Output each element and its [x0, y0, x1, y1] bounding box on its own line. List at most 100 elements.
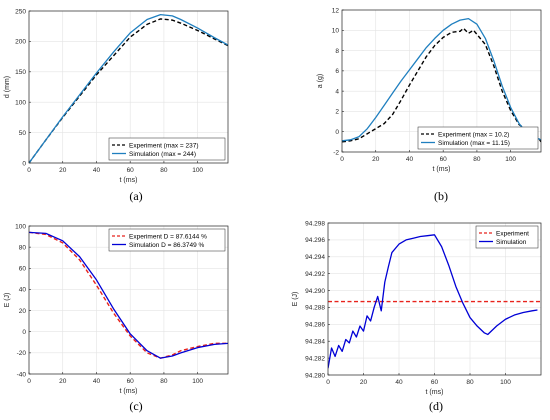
panel-d-caption: (d)	[429, 399, 443, 413]
panel-d-ytick-label: 94.296	[305, 237, 325, 244]
panel-d-legend-box	[475, 225, 539, 249]
panel-b-ytick-label: 0	[335, 129, 339, 136]
panel-c-legend-label-1: Experiment D = 87.6144 %	[129, 233, 207, 240]
panel-c-ytick-label: 80	[19, 244, 27, 251]
panel-d: 0 20 40 60 80 100 94.280 94.282 94.284 94.286 94.2…	[292, 220, 542, 413]
panel-d-ytick-label: 94.290	[305, 288, 325, 295]
panel-b-xtick-label: 0	[340, 156, 344, 163]
panel-a-legend: Experiment (max = 237) Simulation (max = …	[108, 137, 226, 161]
panel-c-series-line-2	[29, 231, 228, 359]
panel-a-caption: (a)	[129, 189, 142, 203]
panel-c-xtick-label: 0	[27, 378, 31, 385]
panel-d-series-line-2	[328, 234, 538, 369]
panel-b-legend-box	[417, 126, 539, 150]
panel-a-grid	[28, 10, 228, 164]
panel-d-legend-label-2: Simulation	[496, 239, 527, 246]
panel-a-ylabel: d (mm)	[4, 76, 11, 98]
panel-a-legend-label-2: Simulation (max = 244)	[129, 151, 196, 158]
panel-b-legend-label-2: Simulation (max = 11.15)	[438, 140, 510, 147]
panel-b-ytick-label: 2	[335, 109, 339, 116]
panel-b-ytick-label: 10	[332, 28, 340, 35]
panel-b-ytick-label: 8	[335, 48, 339, 55]
panel-d-ytick-label: 94.288	[305, 305, 325, 312]
panel-b-ytick-label: 6	[335, 68, 339, 75]
panel-d-ylabel: E (J)	[292, 292, 299, 307]
panel-b-ytick-label: 4	[335, 88, 339, 95]
panel-c-ytick-label: 60	[19, 266, 27, 273]
panel-c-xtick-label: 80	[160, 378, 168, 385]
panel-b-series-line-1	[342, 27, 541, 143]
panel-c-legend: Experiment D = 87.6144 % Simulation D = 8…	[108, 228, 226, 252]
panel-b-series-line-2	[342, 17, 541, 142]
panel-b-legend: Experiment (max = 10.2) Simulation (max =…	[417, 126, 539, 150]
panel-d-xtick-label: 100	[500, 379, 511, 386]
panel-a-xtick-label: 20	[59, 167, 67, 174]
panel-b-xtick-label: 80	[473, 156, 481, 163]
panel-d-ytick-label: 94.284	[305, 339, 325, 346]
panel-a-xtick-label: 0	[27, 167, 31, 174]
panel-a-series	[29, 13, 228, 163]
panel-c-ytick-label: -40	[17, 371, 27, 378]
panel-a-axes-frame	[28, 10, 229, 164]
panel-d-ytick-label: 94.286	[305, 322, 325, 329]
panel-a-ytick-label: 200	[15, 39, 26, 46]
panel-c-xtick-label: 60	[127, 378, 135, 385]
panel-d-xtick-label: 40	[395, 379, 403, 386]
panel-c: 0 20 40 60 80 100 -40 -20 0 20 40 60 80 100 t (ms) E (J…	[4, 223, 229, 413]
panel-d-ytick-label: 94.298	[305, 220, 325, 227]
panel-b-ytick-label: -2	[333, 149, 339, 156]
panel-d-xtick-label: 20	[360, 379, 368, 386]
panel-b-caption: (b)	[434, 189, 448, 203]
panel-c-ytick-label: 0	[22, 329, 26, 336]
panel-d-ytick-label: 94.292	[305, 271, 325, 278]
panel-d-ytick-label: 94.294	[305, 254, 325, 261]
panel-a: 0 20 40 60 80 100 0 50 100 150 200 250 t (ms) d (mm) E…	[4, 8, 229, 203]
panel-b-series	[342, 17, 541, 143]
panel-d-xtick-label: 60	[431, 379, 439, 386]
panel-c-legend-label-2: Simulation D = 86.3749 %	[129, 242, 205, 249]
panel-a-ytick-label: 250	[15, 8, 26, 15]
panel-a-plot-area	[29, 11, 228, 163]
panel-d-legend: Experiment Simulation	[475, 225, 539, 249]
panel-a-ytick-label: 150	[15, 69, 26, 76]
panel-a-legend-label-1: Experiment (max = 237)	[129, 142, 199, 149]
panel-b-xlabel: t (ms)	[433, 166, 451, 173]
panel-c-ytick-label: 40	[19, 287, 27, 294]
panel-c-series	[29, 231, 228, 359]
panel-a-xtick-label: 40	[93, 167, 101, 174]
panel-a-series-line-2	[29, 13, 228, 163]
panel-d-xtick-label: 0	[326, 379, 330, 386]
panel-b-axes-frame	[341, 9, 542, 153]
panel-a-xtick-label: 60	[127, 167, 135, 174]
panel-b-xtick-label: 40	[406, 156, 414, 163]
panel-b-xtick-label: 100	[505, 156, 516, 163]
panel-c-ytick-label: 100	[15, 223, 26, 230]
panel-b-xtick-label: 60	[440, 156, 448, 163]
panel-c-xtick-label: 20	[59, 378, 67, 385]
panel-c-caption: (c)	[129, 399, 142, 413]
panel-d-xlabel: t (ms)	[426, 389, 444, 396]
panel-d-legend-label-1: Experiment	[496, 230, 529, 237]
panel-c-xlabel: t (ms)	[120, 388, 138, 395]
panel-c-xtick-label: 40	[93, 378, 101, 385]
panel-c-axes-frame	[28, 225, 229, 375]
panel-c-ylabel: E (J)	[4, 293, 11, 308]
panel-c-series-line-1	[29, 231, 228, 359]
panel-a-xtick-label: 80	[160, 167, 168, 174]
panel-a-ytick-label: 0	[22, 160, 26, 167]
panel-d-ytick-label: 94.280	[305, 372, 325, 379]
panel-c-xtick-label: 100	[192, 378, 203, 385]
panel-a-ytick-label: 100	[15, 100, 26, 107]
panel-d-series	[328, 234, 541, 369]
panel-c-ytick-label: 20	[19, 308, 27, 315]
panel-c-ytick-label: -20	[17, 350, 27, 357]
panel-d-xtick-label: 80	[466, 379, 474, 386]
panel-d-ytick-label: 94.282	[305, 355, 325, 362]
panel-b-ytick-label: 12	[332, 7, 340, 14]
panel-b-legend-label-1: Experiment (max = 10.2)	[438, 131, 509, 138]
panel-a-ytick-label: 50	[19, 130, 27, 137]
panel-c-legend-box	[108, 228, 226, 252]
panel-d-axes-frame	[327, 222, 542, 376]
